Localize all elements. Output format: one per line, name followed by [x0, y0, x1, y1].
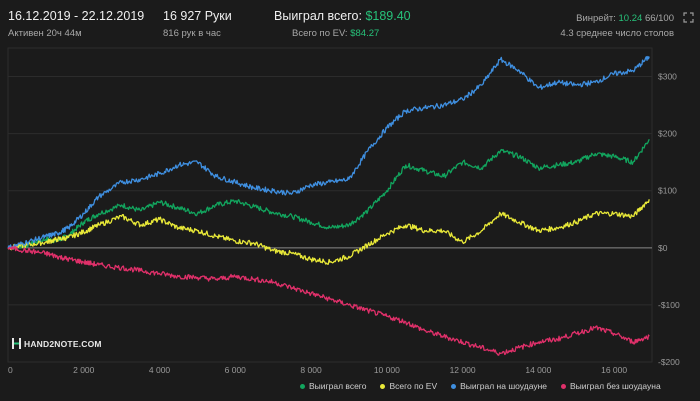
- winrate-label: Винрейт:: [576, 13, 616, 24]
- x-tick-label: 6 000: [225, 365, 247, 375]
- legend-dot-icon: [561, 383, 567, 389]
- y-tick-label: $300: [658, 72, 677, 82]
- x-tick-label: 16 000: [601, 365, 627, 375]
- hands-count: 16 927 Руки: [163, 9, 232, 23]
- ev-total: Всего по EV: $84.27: [292, 28, 379, 39]
- legend-item[interactable]: Выиграл на шоудауне: [451, 381, 547, 391]
- x-tick-label: 12 000: [450, 365, 476, 375]
- x-tick-label: 0: [8, 365, 13, 375]
- x-tick-label: 4 000: [149, 365, 171, 375]
- x-tick-label: 8 000: [300, 365, 322, 375]
- winrate-sample: 66/100: [644, 13, 674, 24]
- x-axis: 0 2 000 4 000 6 000 8 000 10 000 12 000 14 000 1…: [8, 365, 627, 375]
- won-total-value: $189.40: [365, 9, 411, 23]
- winrate-value: 10.24: [618, 13, 643, 24]
- y-tick-label: $200: [658, 129, 677, 139]
- x-tick-label: 2 000: [73, 365, 95, 375]
- ev-total-value: $84.27: [350, 28, 380, 39]
- y-tick-label: -$100: [658, 300, 680, 310]
- chart-grid: [7, 47, 653, 363]
- y-tick-label: $0: [658, 243, 668, 253]
- hands-per-hour: 816 рук в час: [163, 28, 221, 39]
- series-line-2: [7, 199, 650, 265]
- legend-label: Выиграл без шоудауна: [570, 381, 661, 391]
- legend-label: Выиграл на шоудауне: [460, 381, 548, 391]
- ev-total-label: Всего по EV:: [292, 28, 348, 39]
- chart-legend: Выиграл всего Всего по EV Выиграл на шоуда…: [300, 381, 661, 391]
- legend-item[interactable]: Всего по EV: [380, 381, 437, 391]
- legend-dot-icon: [451, 383, 457, 389]
- active-time: Активен 20ч 44м: [8, 28, 82, 39]
- legend-dot-icon: [380, 383, 386, 389]
- hand2note-logo-icon: [12, 338, 21, 349]
- legend-dot-icon: [300, 383, 305, 389]
- legend-item[interactable]: Выиграл всего: [300, 381, 366, 391]
- legend-item[interactable]: Выиграл без шоудауна: [561, 381, 661, 391]
- expand-icon[interactable]: [683, 10, 694, 23]
- series-line-4: [7, 245, 650, 356]
- won-total: Выиграл всего: $189.40: [274, 9, 411, 23]
- series-line-1: [7, 139, 650, 251]
- hand2note-logo-text: HAND2NOTE.COM: [24, 338, 102, 349]
- series-lines: [7, 55, 650, 356]
- y-axis: $300 $200 $100 $0 -$100 -$200: [658, 72, 680, 367]
- series-line-3: [7, 55, 650, 250]
- x-tick-label: 14 000: [525, 365, 551, 375]
- won-total-label: Выиграл всего:: [274, 9, 362, 23]
- y-tick-label: -$200: [658, 357, 680, 367]
- plot-frame: [7, 47, 653, 363]
- x-tick-label: 10 000: [374, 365, 400, 375]
- avg-tables: 4.3 среднее число столов: [560, 28, 674, 39]
- hand2note-logo: HAND2NOTE.COM: [12, 338, 102, 349]
- legend-label: Выиграл всего: [309, 381, 367, 391]
- y-tick-label: $100: [658, 186, 677, 196]
- winrate: Винрейт: 10.24 66/100: [576, 13, 674, 24]
- legend-label: Всего по EV: [389, 381, 438, 391]
- date-range: 16.12.2019 - 22.12.2019: [8, 9, 145, 23]
